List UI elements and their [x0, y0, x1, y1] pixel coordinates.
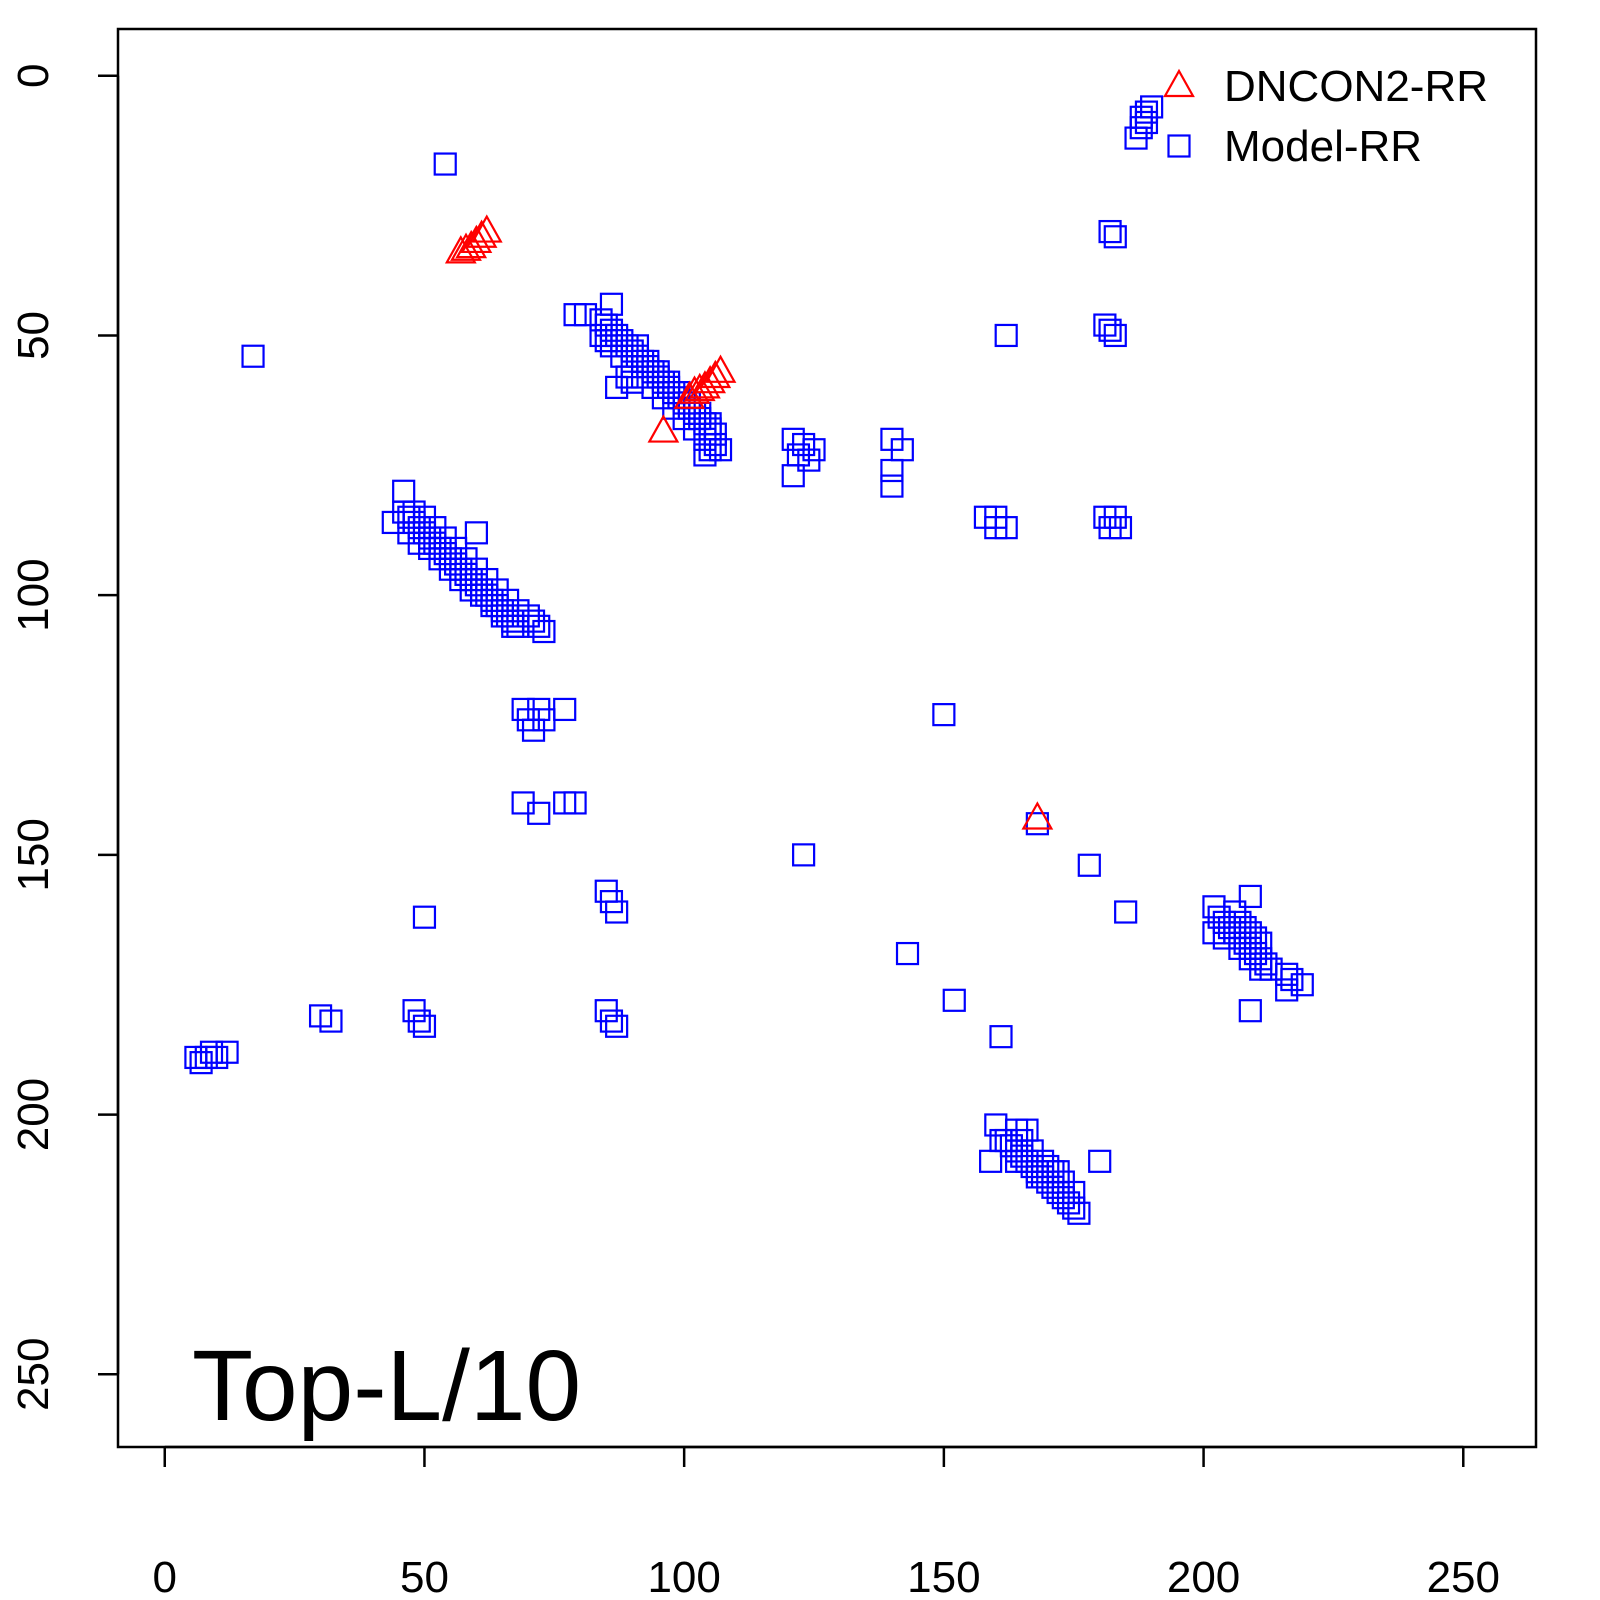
dncon2-rr-point: [678, 375, 711, 404]
y-tick-label: 200: [9, 1078, 58, 1151]
legend-triangle-marker: [1163, 68, 1195, 98]
model-rr-point: [797, 448, 821, 472]
model-rr-point: [433, 152, 457, 176]
dncon2-rr-point: [647, 414, 680, 443]
dncon2-rr-point: [460, 224, 493, 254]
model-rr-point: [1046, 1160, 1070, 1184]
model-rr-point: [464, 521, 488, 545]
dncon2-rr-point: [465, 219, 498, 248]
dncon2-rr-point: [1021, 801, 1054, 830]
dncon2-rr-point: [470, 214, 503, 243]
model-rr-point: [1238, 884, 1262, 909]
model-rr-point: [620, 370, 644, 394]
model-rr-point: [553, 697, 577, 722]
model-rr-point: [932, 703, 956, 727]
legend-label: DNCON2-RR: [1224, 62, 1488, 111]
x-tick-label: 0: [153, 1553, 177, 1600]
model-rr-point: [319, 1009, 343, 1033]
model-rr-point: [1238, 999, 1262, 1023]
model-rr-point: [527, 801, 551, 825]
model-rr-point: [527, 614, 551, 638]
y-tick-label: 50: [9, 311, 58, 360]
model-rr-point: [880, 458, 904, 483]
x-tick-label: 200: [1167, 1553, 1240, 1600]
plot-frame: [116, 27, 1538, 1449]
y-tick-label: 250: [9, 1338, 58, 1411]
model-rr-point: [1088, 1149, 1112, 1173]
model-rr-point: [1062, 1196, 1086, 1220]
model-rr-point: [979, 1149, 1003, 1173]
model-rr-point: [1114, 900, 1138, 924]
model-rr-point: [1275, 978, 1299, 1002]
model-rr-point: [605, 900, 629, 924]
model-rr-point: [781, 464, 805, 488]
model-rr-point: [241, 344, 265, 368]
x-tick-label: 250: [1427, 1553, 1500, 1600]
model-rr-point: [412, 905, 437, 929]
model-rr-point: [708, 438, 733, 462]
model-rr-point: [615, 365, 639, 389]
model-rr-point: [1249, 957, 1273, 981]
legend-square-marker: [1167, 134, 1191, 158]
y-tick-label: 150: [9, 818, 58, 891]
model-rr-point: [693, 443, 717, 467]
model-rr-point: [594, 329, 618, 353]
model-rr-point: [605, 1014, 629, 1038]
model-rr-point: [989, 1025, 1013, 1049]
dncon2-rr-point: [704, 354, 737, 383]
model-rr-point: [1098, 219, 1122, 244]
model-rr-point: [599, 1009, 624, 1033]
model-rr-point: [1103, 225, 1127, 249]
dncon2-rr-point: [699, 359, 732, 389]
dncon2-rr-point: [455, 229, 488, 259]
panel-annotation: Top-L/10: [192, 1330, 581, 1442]
legend-label: Model-RR: [1224, 122, 1422, 171]
dncon2-rr-point: [673, 380, 706, 409]
model-rr-point: [1004, 1149, 1029, 1173]
legend: DNCON2-RR Model-RR: [1163, 62, 1488, 171]
model-rr-point: [942, 988, 966, 1012]
model-rr-point: [215, 1040, 239, 1064]
model-rr-point: [994, 516, 1018, 540]
model-rr-point: [392, 479, 416, 503]
dncon2-rr-series: [444, 214, 1054, 830]
x-tick-label: 100: [647, 1553, 720, 1600]
dncon2-rr-point: [694, 364, 727, 394]
y-axis: 0 50 100 150 200 250: [9, 64, 120, 1411]
model-rr-point: [1108, 516, 1133, 540]
model-rr-point: [1124, 126, 1148, 150]
model-rr-point: [412, 1014, 437, 1038]
model-rr-point: [1062, 1180, 1086, 1205]
model-rr-point: [199, 1040, 224, 1064]
model-rr-point: [880, 474, 904, 498]
x-axis: 0 50 100 150 200 250: [153, 1445, 1500, 1600]
model-rr-point: [994, 323, 1018, 348]
model-rr-point: [407, 1009, 431, 1033]
x-tick-label: 50: [400, 1553, 449, 1600]
dncon2-rr-point: [444, 235, 477, 264]
model-rr-point: [792, 843, 816, 867]
model-rr-point: [532, 619, 556, 644]
y-tick-label: 100: [9, 558, 58, 631]
model-rr-point: [1077, 853, 1101, 877]
model-rr-series: [184, 95, 1314, 1225]
model-rr-point: [1290, 973, 1314, 997]
model-rr-point: [895, 941, 920, 966]
model-rr-point: [1103, 323, 1127, 348]
model-rr-point: [563, 791, 587, 815]
x-tick-label: 150: [907, 1553, 980, 1600]
y-tick-label: 0: [9, 64, 58, 88]
model-rr-point: [1098, 318, 1122, 342]
dncon2-rr-point: [689, 370, 721, 399]
